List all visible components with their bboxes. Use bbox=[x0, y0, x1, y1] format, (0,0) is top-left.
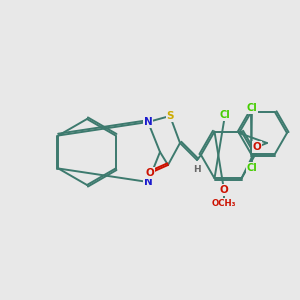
Text: Cl: Cl bbox=[220, 110, 230, 120]
Text: S: S bbox=[166, 111, 174, 121]
Text: O: O bbox=[220, 185, 228, 195]
Text: OCH₃: OCH₃ bbox=[212, 199, 236, 208]
Text: Cl: Cl bbox=[247, 163, 257, 173]
Text: Cl: Cl bbox=[247, 103, 257, 113]
Text: N: N bbox=[144, 117, 152, 127]
Text: N: N bbox=[144, 177, 152, 187]
Text: O: O bbox=[253, 142, 261, 152]
Text: O: O bbox=[146, 168, 154, 178]
Text: H: H bbox=[193, 164, 201, 173]
